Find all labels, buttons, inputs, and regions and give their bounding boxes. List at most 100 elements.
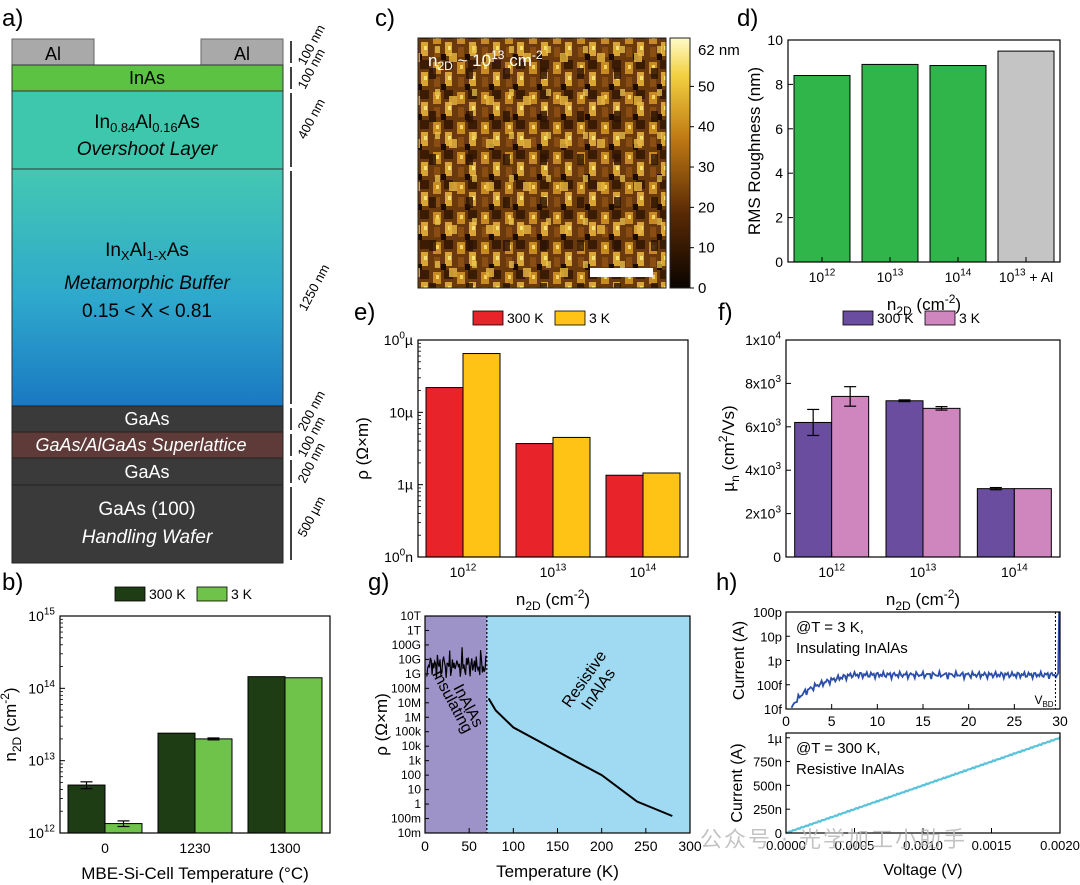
chart-d-xtick-label: 1012 — [809, 268, 836, 285]
chart-d-ylabel: RMS Roughness (nm) — [745, 67, 764, 235]
buffer-name: Metamorphic Buffer — [64, 273, 230, 294]
chart-d-ytick-label: 0 — [775, 254, 783, 270]
chart-b-xtick-label: 0 — [101, 840, 109, 856]
inas-layer — [11, 64, 284, 92]
chart-h-top-xtick-label: 20 — [961, 713, 977, 729]
chart-f-bar — [831, 395, 870, 558]
chart-h-bottom-xtick-label: 0.0010 — [903, 838, 943, 853]
chart-e-bar — [642, 472, 681, 558]
chart-e-legend-swatch — [472, 310, 504, 326]
chart-d-ytick-label: 2 — [775, 210, 783, 226]
chart-f-ytick-label: 4x103 — [745, 461, 781, 478]
afm-colorbar: 62 nm 50 40 30 20 10 0 — [669, 37, 740, 297]
buffer-range: 0.15 < X < 0.81 — [82, 301, 212, 322]
chart-g-series-resistive — [487, 697, 673, 817]
substrate-layer — [11, 484, 284, 564]
chart-h-top-ytick-label: 100p — [753, 605, 782, 620]
thickness-buffer: 1250 nm — [295, 262, 332, 314]
gaas-top-label: GaAs — [124, 409, 169, 429]
chart-h-top-ytick-label: 1p — [768, 654, 782, 669]
chart-g-xtick-label: 0 — [421, 838, 429, 854]
chart-g-ytick-label: 10 — [408, 783, 422, 797]
chart-h-bottom-xtick-label: 0.0005 — [835, 838, 875, 853]
chart-d-bar — [861, 63, 919, 263]
chart-h-top-xtick-label: 10 — [870, 713, 886, 729]
chart-h-top-ytick-label: 10f — [764, 702, 782, 717]
chart-g-ytick-label: 100k — [395, 725, 422, 739]
chart-f-ytick-label: 2x103 — [745, 504, 781, 521]
chart-e-ytick-label: 1µ — [397, 477, 413, 493]
chart-g-xtick-label: 50 — [461, 838, 477, 854]
colorbar-tick-label: 20 — [698, 199, 715, 216]
chart-h-bottom-ytick-label: 500n — [753, 778, 782, 793]
chart-carrier-density: 1012 1013 1014 1015 0 1230 1300 MBE-Si-Cell Tem… — [0, 586, 331, 883]
chart-g-xtick-label: 200 — [590, 838, 614, 854]
chart-iv-300k: 0 250n 500n 750n 1µ 0.0000 0.0005 0.0010 0.0015 0… — [729, 731, 1080, 879]
chart-e-bar — [515, 443, 554, 558]
chart-h-top-xtick-label: 30 — [1052, 713, 1068, 729]
chart-b-bar — [157, 732, 196, 834]
chart-g-xtick-label: 250 — [634, 838, 658, 854]
chart-b-xlabel: MBE-Si-Cell Temperature (°C) — [81, 864, 309, 883]
chart-f-xtick-label: 1013 — [910, 563, 937, 580]
gaas-top-layer — [11, 405, 284, 433]
chart-g-ytick-label: 100 — [401, 768, 421, 782]
chart-e-ylabel: ρ (Ω×m) — [353, 417, 372, 480]
chart-d-ytick-label: 4 — [775, 165, 783, 181]
chart-f-legend-swatch — [842, 310, 874, 326]
chart-f-bar — [794, 421, 833, 558]
chart-g-xtick-label: 100 — [502, 838, 526, 854]
chart-b-xtick-label: 1230 — [179, 840, 210, 856]
chart-d-frame — [787, 39, 1061, 263]
inas-label: InAs — [129, 68, 165, 88]
chart-b-ytick-label: 1015 — [28, 607, 55, 624]
chart-h-bottom-ytick-label: 750n — [753, 755, 782, 770]
chart-f-bar — [885, 400, 924, 558]
chart-h-top-series — [790, 611, 1060, 709]
overshoot-layer — [11, 90, 284, 170]
chart-f-ytick-label: 0 — [773, 549, 781, 565]
chart-g-region — [425, 616, 487, 833]
chart-d-ytick-label: 10 — [767, 32, 783, 48]
panel-label-e: e) — [354, 299, 375, 326]
overshoot-name: Overshoot Layer — [77, 139, 218, 160]
thickness-overshoot: 400 nm — [294, 96, 328, 141]
chart-e-bar — [605, 474, 644, 558]
substrate-name: GaAs (100) — [98, 499, 195, 520]
afm-image: n2D ~ 1013 cm-2 — [417, 37, 667, 289]
chart-d-xtick-label: 1013 + Al — [999, 268, 1053, 285]
chart-h-bottom-ytick-label: 1µ — [767, 731, 782, 746]
chart-g-ytick-label: 10k — [402, 739, 422, 753]
chart-e-ytick-label: 100n — [384, 548, 413, 565]
chart-g-ytick-label: 100m — [391, 812, 421, 826]
panel-label-c: c) — [375, 5, 395, 32]
buffer-formula: InXAl1-XAs — [105, 240, 189, 263]
chart-f-xlabel: n2D (cm-2) — [886, 587, 960, 613]
chart-f-ytick-label: 1x104 — [745, 331, 781, 348]
chart-e-bar — [425, 387, 464, 558]
chart-f-ytick-label: 6x103 — [745, 418, 781, 435]
watermark: 公众号 · 光学加工小助手 — [700, 828, 967, 853]
chart-h-bottom-annotation: @T = 300 K, — [796, 740, 881, 757]
chart-f-bar — [1013, 488, 1052, 558]
chart-b-legend-swatch — [196, 586, 228, 602]
chart-g-series-insulating — [426, 647, 488, 678]
chart-h-bottom-series — [785, 736, 1061, 835]
buffer-layer — [11, 168, 284, 407]
thickness-substrate: 500 µm — [294, 494, 328, 540]
chart-b-ytick-label: 1014 — [28, 679, 55, 696]
chart-g-ytick-label: 10M — [398, 696, 421, 710]
chart-e-xtick-label: 1012 — [450, 563, 477, 580]
chart-d-xtick-label: 1013 — [877, 268, 904, 285]
chart-e-xtick-label: 1014 — [630, 563, 657, 580]
chart-h-top-annotation: @T = 3 K, — [796, 619, 864, 636]
chart-h-bottom-xlabel: Voltage (V) — [883, 862, 962, 879]
chart-f-ytick-label: 8x103 — [745, 374, 781, 391]
chart-f-bar — [922, 407, 961, 558]
chart-e-bar — [462, 353, 501, 558]
chart-g-ytick-label: 1k — [408, 754, 422, 768]
chart-resistivity: 100n 1µ 10µ 100µ 1012 1013 1014 n2D (cm-2) ρ (Ω×… — [353, 310, 689, 613]
gaas-bottom-label: GaAs — [124, 462, 169, 482]
chart-b-legend-label: 3 K — [231, 586, 253, 602]
